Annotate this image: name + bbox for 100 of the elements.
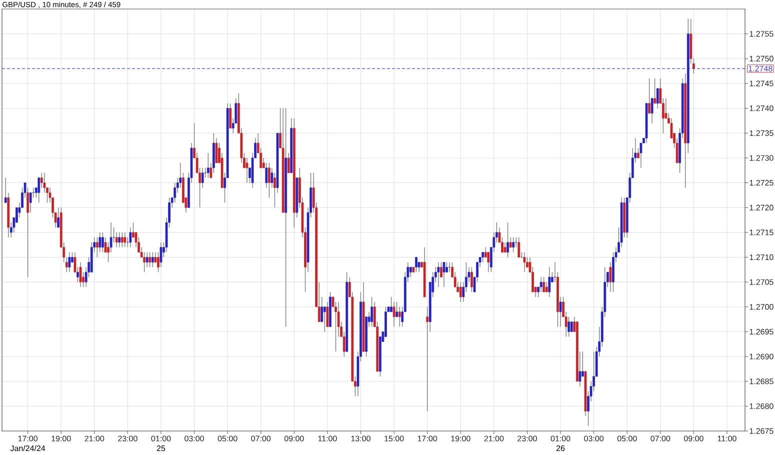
candlestick bbox=[124, 232, 126, 248]
candlestick bbox=[506, 222, 509, 258]
candlestick bbox=[415, 256, 418, 272]
candlestick bbox=[504, 242, 506, 253]
candlestick bbox=[287, 152, 290, 174]
y-tick-label: 1.2685 bbox=[750, 378, 774, 384]
x-tick-label: 05:00 bbox=[218, 436, 238, 442]
candlestick bbox=[545, 282, 548, 292]
candlestick bbox=[151, 252, 154, 268]
candlestick bbox=[392, 302, 396, 328]
candlestick bbox=[118, 232, 121, 248]
candlestick bbox=[40, 172, 43, 188]
candlestick bbox=[442, 262, 446, 288]
candlestick bbox=[268, 162, 270, 198]
candlestick bbox=[512, 237, 515, 253]
candlestick bbox=[143, 252, 146, 272]
text: 25 bbox=[156, 445, 166, 452]
candlestick bbox=[43, 172, 46, 193]
y-tick-label: 1.2725 bbox=[750, 180, 774, 186]
x-tick-label: 19:00 bbox=[451, 436, 470, 442]
y-tick-label: 1.2730 bbox=[750, 155, 774, 161]
candlestick bbox=[390, 296, 392, 312]
x-tick-label: 03:00 bbox=[184, 436, 204, 442]
candlestick bbox=[542, 276, 546, 292]
candlestick bbox=[570, 321, 573, 332]
candlestick bbox=[4, 178, 7, 203]
y-tick-label: 1.2710 bbox=[750, 254, 774, 260]
candlestick bbox=[559, 296, 562, 328]
x-tick-label: 13:00 bbox=[351, 436, 370, 442]
candlestick bbox=[206, 152, 210, 178]
x-tick-label: 01:00 bbox=[550, 436, 570, 442]
candlestick bbox=[174, 182, 176, 203]
y-tick-label: 1.2715 bbox=[750, 230, 774, 236]
candlestick bbox=[654, 78, 656, 104]
candlestick bbox=[540, 276, 542, 292]
candlestick bbox=[57, 207, 60, 228]
candlestick bbox=[396, 302, 398, 318]
candlestick bbox=[459, 282, 462, 302]
candlestick bbox=[215, 138, 218, 164]
x-tick-label: 07:00 bbox=[251, 436, 271, 442]
candlestick bbox=[487, 252, 490, 272]
candlestick bbox=[523, 252, 526, 272]
candlestick bbox=[509, 237, 512, 248]
candlestick bbox=[146, 252, 148, 268]
candlestick bbox=[246, 158, 248, 184]
y-tick-label: 1.2695 bbox=[750, 328, 774, 335]
candlestick bbox=[179, 162, 182, 188]
y-tick-label: 1.2755 bbox=[750, 30, 774, 37]
candlestick bbox=[578, 351, 582, 387]
candlestick bbox=[265, 162, 268, 188]
candlestick bbox=[609, 262, 612, 292]
candlestick bbox=[548, 266, 551, 298]
candlestick bbox=[470, 266, 473, 292]
candlestick bbox=[426, 306, 429, 412]
y-tick-label: 1.2690 bbox=[750, 354, 774, 360]
candlestick bbox=[68, 252, 71, 272]
x-tick-label: 07:00 bbox=[650, 436, 670, 442]
y-tick-label: 1.2745 bbox=[750, 80, 774, 86]
candlestick bbox=[96, 237, 98, 258]
x-tick-label: 17:00 bbox=[418, 436, 438, 442]
candlestick bbox=[518, 237, 520, 258]
candlestick bbox=[648, 78, 650, 114]
candlestick bbox=[76, 266, 79, 282]
candlestick bbox=[79, 262, 82, 288]
x-tick-label: 11:00 bbox=[318, 436, 337, 442]
candlestick bbox=[201, 168, 204, 188]
candlestick bbox=[120, 232, 124, 248]
ref-line-label: 1.2748 bbox=[748, 66, 772, 72]
y-tick-label: 1.2735 bbox=[750, 130, 774, 136]
x-tick-label: 11:00 bbox=[718, 436, 736, 442]
y-tick-label: 1.2680 bbox=[750, 403, 774, 410]
candlestick bbox=[437, 262, 440, 288]
y-tick-label: 1.2750 bbox=[750, 56, 774, 62]
candlestick bbox=[102, 232, 104, 253]
candlestick bbox=[446, 262, 448, 272]
x-tick-label: 19:00 bbox=[52, 436, 71, 442]
candlestick bbox=[370, 296, 374, 328]
x-tick-label: 03:00 bbox=[584, 436, 604, 442]
x-tick-label: 17:00 bbox=[18, 436, 38, 442]
candlestick bbox=[410, 266, 412, 278]
x-tick-label: 15:00 bbox=[384, 436, 404, 442]
x-tick-label: 23:00 bbox=[518, 436, 537, 442]
candlestick bbox=[98, 232, 102, 253]
candlestick bbox=[326, 302, 329, 328]
x-tick-label: 09:00 bbox=[284, 436, 304, 442]
x-tick-label: 09:00 bbox=[684, 436, 704, 442]
candlestick bbox=[26, 187, 29, 278]
candlestick bbox=[398, 306, 401, 328]
y-tick-label: 1.2705 bbox=[750, 279, 774, 285]
text: Jan/24/24 bbox=[10, 445, 46, 452]
y-tick-label: 1.2675 bbox=[750, 428, 774, 434]
x-tick-label: 21:00 bbox=[84, 436, 104, 442]
y-tick-label: 1.2700 bbox=[750, 304, 774, 310]
candlestick bbox=[482, 252, 484, 263]
y-tick-label: 1.2740 bbox=[750, 105, 774, 112]
text: 26 bbox=[556, 445, 565, 452]
x-tick-label: 01:00 bbox=[151, 436, 171, 442]
candlestick bbox=[148, 252, 152, 268]
x-tick-label: 21:00 bbox=[484, 436, 504, 442]
y-tick-label: 1.2720 bbox=[750, 204, 774, 210]
